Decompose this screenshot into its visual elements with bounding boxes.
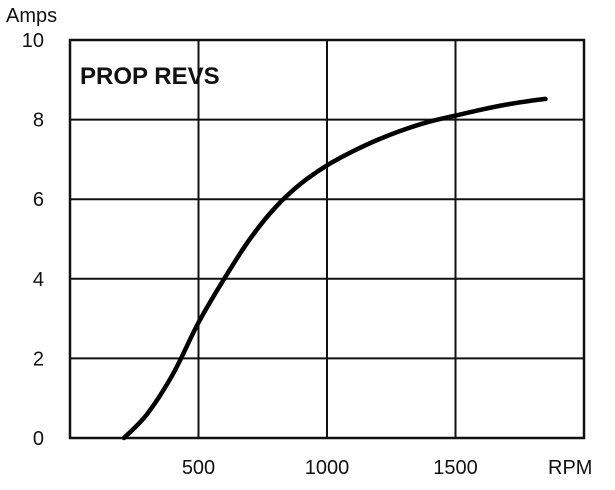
x-axis-label: RPM — [548, 457, 592, 479]
series-line-0 — [121, 96, 548, 441]
y-axis-ticks: 0 2 4 6 8 10 — [22, 30, 44, 450]
y-tick-label-0: 0 — [33, 428, 44, 450]
chart-title: PROP REVS — [80, 63, 220, 90]
x-tick-label-1000: 1000 — [305, 457, 350, 479]
x-tick-label-1500: 1500 — [433, 457, 478, 479]
y-tick-label-6: 6 — [33, 189, 44, 211]
y-tick-label-2: 2 — [33, 348, 44, 370]
y-tick-label-4: 4 — [33, 269, 44, 291]
series-layer — [121, 96, 548, 441]
x-axis-ticks: 500 1000 1500 — [182, 457, 478, 479]
y-tick-label-8: 8 — [33, 110, 44, 132]
x-tick-label-500: 500 — [182, 457, 215, 479]
y-tick-label-10: 10 — [22, 30, 44, 52]
grid-lines — [70, 40, 584, 438]
y-axis-label: Amps — [6, 5, 57, 27]
